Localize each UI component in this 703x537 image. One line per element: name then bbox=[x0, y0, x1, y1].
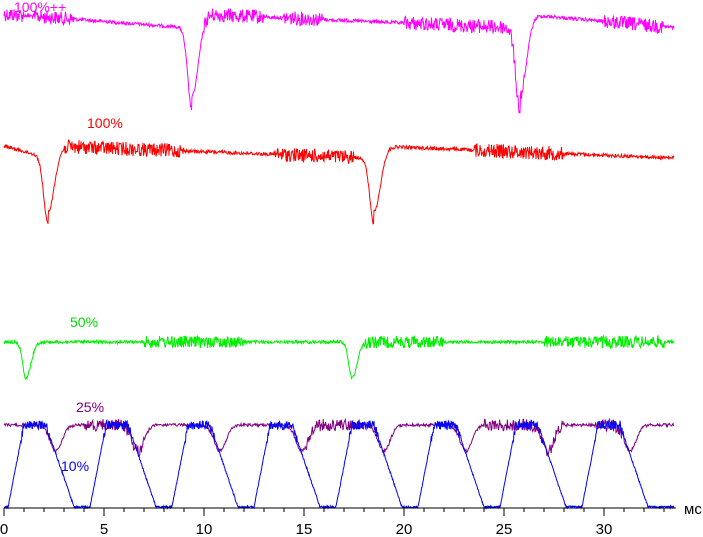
series-25-line bbox=[3, 417, 675, 457]
series-label-100pp: 100%++ bbox=[14, 0, 66, 15]
x-tick-label: 0 bbox=[0, 521, 8, 537]
x-ticks: 0 5 10 15 20 25 30 bbox=[0, 508, 665, 537]
x-tick-label: 20 bbox=[396, 521, 413, 537]
series-label-100: 100% bbox=[87, 115, 123, 131]
series-100-line bbox=[3, 139, 675, 225]
x-tick-label: 25 bbox=[496, 521, 513, 537]
x-tick-label: 30 bbox=[596, 521, 613, 537]
series-10-line bbox=[3, 418, 675, 510]
series-label-10: 10% bbox=[61, 458, 89, 474]
x-axis-unit: мс bbox=[684, 501, 702, 518]
series-layer bbox=[3, 7, 675, 510]
series-100pp-line bbox=[3, 7, 675, 114]
series-label-50: 50% bbox=[70, 314, 98, 330]
series-50-line bbox=[3, 334, 675, 381]
series-label-25: 25% bbox=[76, 399, 104, 415]
x-tick-label: 10 bbox=[196, 521, 213, 537]
x-tick-label: 5 bbox=[100, 521, 108, 537]
x-tick-label: 15 bbox=[296, 521, 313, 537]
